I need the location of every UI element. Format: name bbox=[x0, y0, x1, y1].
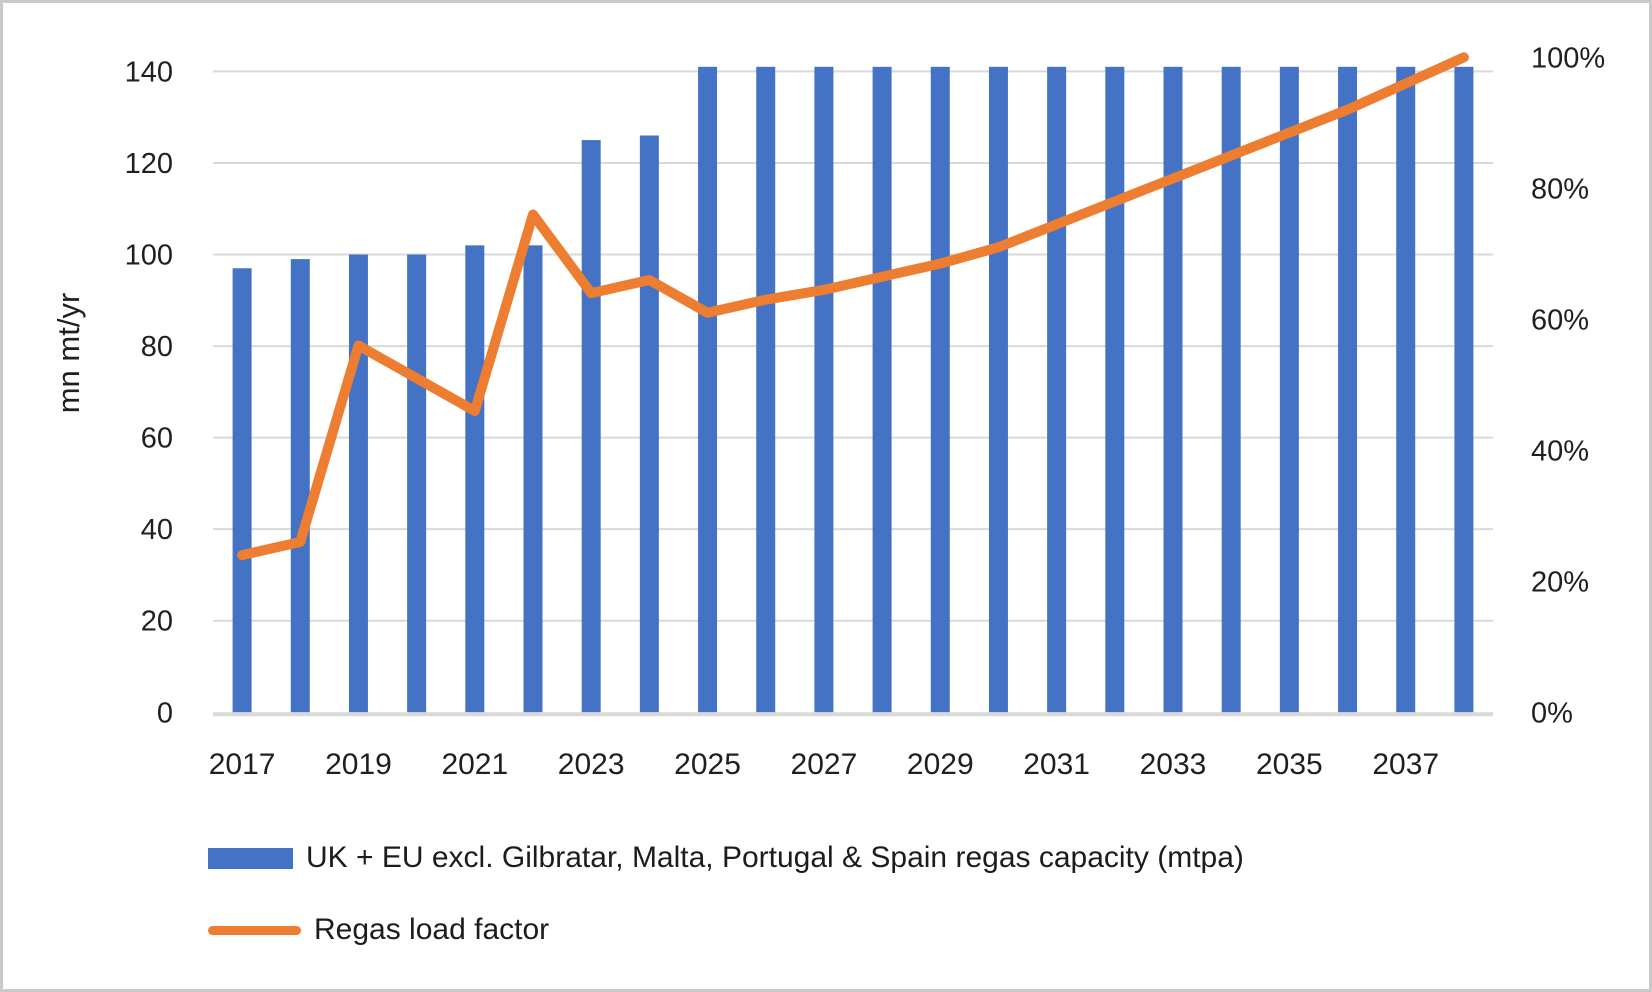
capacity-bar bbox=[581, 140, 601, 713]
capacity-bar bbox=[988, 66, 1008, 713]
gridlines-layer bbox=[213, 70, 1493, 622]
left-axis-tick-label: 0 bbox=[157, 697, 173, 729]
capacity-bar bbox=[465, 245, 485, 713]
capacity-bar bbox=[1454, 66, 1474, 713]
capacity-bar bbox=[1105, 66, 1125, 713]
chart: 0 20 40 60 80 100 120 140 0% 20% 40% 60% 80% 100% 2017… bbox=[51, 42, 1606, 781]
axis-labels-layer: 0 20 40 60 80 100 120 140 0% 20% 40% 60% 80% 100% 2017… bbox=[125, 42, 1606, 781]
legend-item-capacity: UK + EU excl. Gilbratar, Malta, Portugal… bbox=[208, 836, 1244, 880]
x-axis-tick-label: 2017 bbox=[209, 748, 276, 781]
left-axis-tick-label: 80 bbox=[141, 331, 173, 363]
x-axis-tick-label: 2031 bbox=[1023, 748, 1090, 781]
capacity-bar bbox=[1221, 66, 1241, 713]
capacity-bar bbox=[1047, 66, 1067, 713]
x-axis-tick-label: 2029 bbox=[907, 748, 974, 781]
right-axis-tick-label: 40% bbox=[1531, 435, 1589, 467]
capacity-bar bbox=[639, 135, 659, 713]
left-axis-tick-label: 140 bbox=[125, 56, 173, 88]
left-axis-tick-label: 60 bbox=[141, 423, 173, 455]
left-axis-tick-label: 20 bbox=[141, 606, 173, 638]
legend: UK + EU excl. Gilbratar, Malta, Portugal… bbox=[208, 836, 1244, 952]
load-factor-line bbox=[237, 52, 1469, 561]
x-axis-tick-label: 2035 bbox=[1256, 748, 1323, 781]
load-factor-legend-swatch bbox=[208, 925, 301, 935]
capacity-legend-label: UK + EU excl. Gilbratar, Malta, Portugal… bbox=[306, 841, 1244, 874]
capacity-bar bbox=[930, 66, 950, 713]
right-axis-tick-label: 20% bbox=[1531, 566, 1589, 598]
load-factor-legend-label: Regas load factor bbox=[314, 913, 550, 946]
x-axis-tick-label: 2019 bbox=[325, 748, 392, 781]
x-axis-tick-label: 2027 bbox=[791, 748, 858, 781]
right-axis-tick-label: 80% bbox=[1531, 173, 1589, 205]
capacity-bar bbox=[872, 66, 892, 713]
capacity-bar bbox=[756, 66, 776, 713]
capacity-bar bbox=[348, 254, 368, 713]
right-axis-tick-label: 60% bbox=[1531, 304, 1589, 336]
legend-item-load-factor: Regas load factor bbox=[208, 908, 1244, 952]
capacity-bar bbox=[407, 254, 427, 713]
capacity-bar bbox=[814, 66, 834, 713]
capacity-bar bbox=[523, 245, 543, 713]
capacity-bar bbox=[1163, 66, 1183, 713]
x-axis-tick-label: 2037 bbox=[1372, 748, 1439, 781]
load-factor-line-layer bbox=[237, 52, 1469, 561]
x-axis-tick-label: 2033 bbox=[1140, 748, 1207, 781]
capacity-bar bbox=[1396, 66, 1416, 713]
capacity-bar bbox=[290, 259, 310, 713]
x-axis-tick-label: 2021 bbox=[441, 748, 508, 781]
left-axis-tick-label: 120 bbox=[125, 148, 173, 180]
left-axis-tick-label: 100 bbox=[125, 240, 173, 272]
left-axis-title: mn mt/yr bbox=[51, 293, 86, 414]
capacity-bar bbox=[232, 268, 252, 713]
left-axis-tick-label: 40 bbox=[141, 514, 173, 546]
right-axis-tick-label: 0% bbox=[1531, 697, 1573, 729]
right-axis-tick-label: 100% bbox=[1531, 42, 1605, 74]
capacity-bar bbox=[1338, 66, 1358, 713]
capacity-bar bbox=[698, 66, 718, 713]
capacity-legend-swatch bbox=[208, 847, 293, 869]
x-axis-tick-label: 2023 bbox=[558, 748, 625, 781]
capacity-bar bbox=[1279, 66, 1299, 713]
x-axis-tick-label: 2025 bbox=[674, 748, 741, 781]
